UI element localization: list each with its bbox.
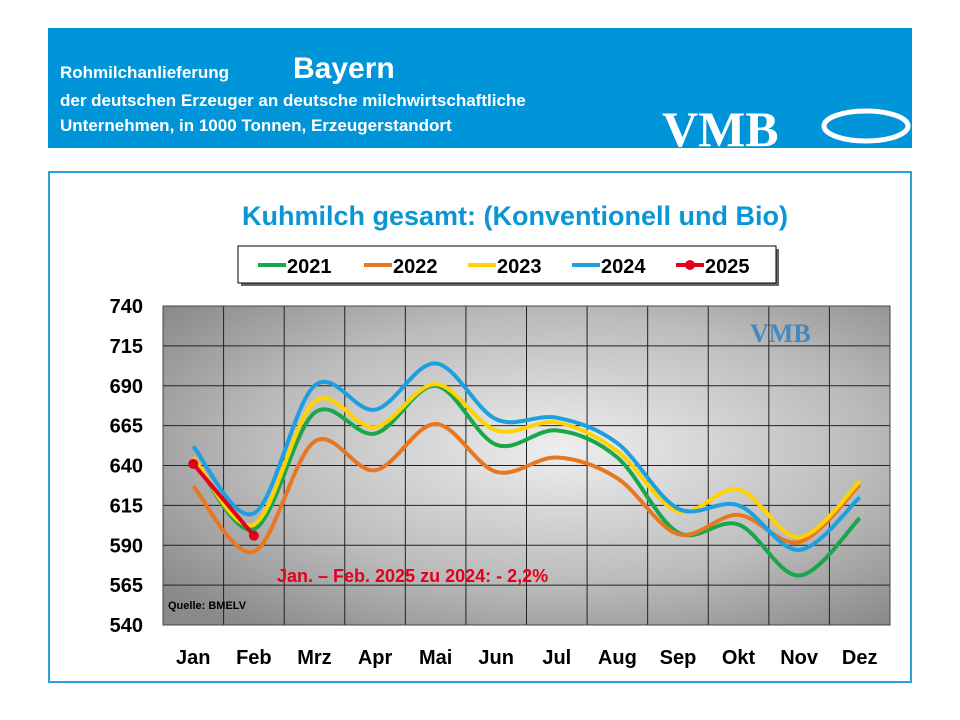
- watermark: VMB: [750, 319, 811, 348]
- y-tick-label: 540: [110, 615, 143, 637]
- legend-label: 2024: [601, 256, 646, 278]
- plot-border: [162, 305, 891, 626]
- series-line: [191, 422, 862, 555]
- y-tick-label: 640: [110, 456, 143, 478]
- source-note: Quelle: BMELV: [168, 600, 247, 612]
- x-tick-label: Nov: [780, 647, 819, 669]
- y-tick-label: 565: [110, 575, 143, 597]
- header-logo: VMB: [662, 101, 779, 157]
- x-tick-label: Dez: [842, 647, 878, 669]
- y-tick-label: 690: [110, 376, 143, 398]
- series-line: [191, 462, 256, 537]
- legend-label: 2022: [393, 256, 438, 278]
- annotation: Jan. – Feb. 2025 zu 2024: - 2,2%: [277, 566, 548, 586]
- x-tick-label: Jun: [478, 647, 514, 669]
- chart-title: Kuhmilch gesamt: (Konventionell und Bio): [242, 201, 788, 231]
- x-tick-label: Mai: [419, 647, 452, 669]
- logo-swirl: [821, 108, 911, 144]
- header-region: Bayern: [293, 52, 395, 85]
- legend-label: 2021: [287, 256, 332, 278]
- legend-label: 2025: [705, 256, 750, 278]
- x-tick-label: Feb: [236, 647, 272, 669]
- y-tick-label: 590: [110, 535, 143, 557]
- x-tick-label: Aug: [598, 647, 637, 669]
- y-tick-label: 615: [110, 495, 143, 517]
- series-line: [191, 383, 862, 578]
- y-tick-label: 740: [110, 296, 143, 318]
- y-tick-label: 665: [110, 416, 143, 438]
- series-line: [191, 382, 862, 540]
- header-title: Rohmilchanlieferung: [60, 63, 229, 82]
- x-tick-label: Mrz: [297, 647, 331, 669]
- series-marker: [188, 458, 199, 469]
- series-line: [191, 361, 862, 553]
- header-subtitle: der deutschen Erzeuger an deutsche milch…: [60, 91, 526, 110]
- header-band: [48, 28, 912, 148]
- x-tick-label: Jan: [176, 647, 210, 669]
- x-tick-label: Jul: [542, 647, 571, 669]
- x-tick-label: Okt: [722, 647, 756, 669]
- y-tick-label: 715: [110, 336, 143, 358]
- legend-marker: [685, 260, 695, 270]
- header-subtitle: Unternehmen, in 1000 Tonnen, Erzeugersta…: [60, 116, 452, 135]
- legend-label: 2023: [497, 256, 542, 278]
- series-marker: [248, 530, 259, 541]
- x-tick-label: Sep: [660, 647, 697, 669]
- x-tick-label: Apr: [358, 647, 393, 669]
